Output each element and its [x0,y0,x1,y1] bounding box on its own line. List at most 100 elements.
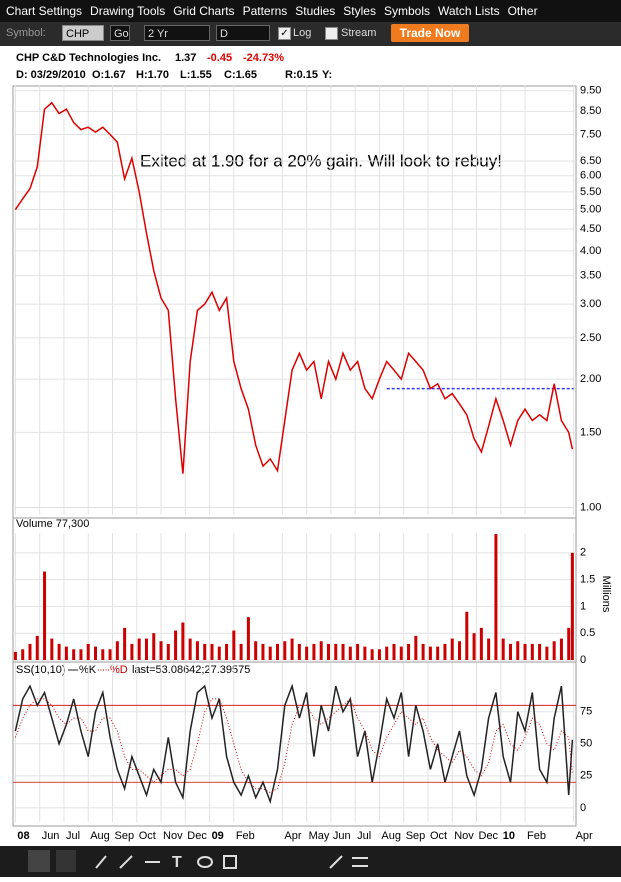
symbol-label: Symbol: [6,27,46,39]
volume-bar [225,643,229,660]
stoch-last: last=53.08642;27.39575 [132,664,250,676]
x-tick-label: Nov [163,830,183,842]
volume-bar [174,630,178,660]
open: O:1.67 [92,69,126,81]
stream-label: Stream [341,27,377,39]
volume-bar [479,627,483,660]
drawing-toolbar: T [0,846,621,877]
icon[interactable] [56,850,76,872]
menu-item[interactable]: Other [507,4,538,18]
series-line [14,101,574,474]
stream-checkbox[interactable] [325,27,338,40]
volume-bar [407,643,411,660]
last-price: 1.37 [175,52,196,64]
menu-item[interactable]: Styles [343,4,376,18]
volume-bar [523,643,527,660]
go-button[interactable]: Go [110,25,130,41]
x-tick-label: Dec [479,830,499,842]
volume-bar [567,627,571,660]
menu-item[interactable]: Patterns [242,4,288,18]
menu-item[interactable]: Symbols [383,4,430,18]
y-tick-label: 1.00 [580,501,601,513]
volume-bar [79,649,83,660]
volume-axis-label: Millions [600,576,612,613]
volume-bar [144,638,148,660]
volume-bar [545,646,549,660]
icon-ellipse[interactable] [197,856,213,868]
volume-bar [254,641,258,660]
volume-bar [559,638,563,660]
y-tick-label: 75 [580,706,592,718]
icon[interactable] [28,850,50,872]
volume-bar [123,627,127,660]
volume-bar [28,643,32,660]
y-tick-label: 5.00 [580,203,601,215]
x-tick-label: Oct [139,830,156,842]
volume-bar [203,643,207,660]
y-tick-label: 5.50 [580,186,601,198]
volume-bar [538,643,542,660]
volume-bar [86,643,90,660]
volume-bar [501,638,505,660]
volume-bar [166,643,170,660]
icon-rect[interactable] [223,855,237,869]
volume-bar [232,630,236,660]
low: L:1.55 [180,69,212,81]
y-tick-label: 7.50 [580,128,601,140]
x-tick-label: May [309,830,330,842]
volume-bar [363,646,367,660]
volume-bar [465,611,469,660]
x-tick-label: 10 [503,830,515,842]
volume-bar [436,646,440,660]
x-tick-label: Oct [430,830,447,842]
log-checkbox[interactable]: ✓ [278,27,291,40]
x-tick-label: 08 [17,830,29,842]
volume-bar [181,622,185,660]
symbol-input[interactable]: CHP [62,25,104,41]
x-tick-label: Jun [333,830,351,842]
x-tick-label: Aug [381,830,401,842]
volume-bar [283,641,287,660]
legend-d: %D [110,664,128,676]
icon-line[interactable] [119,855,133,869]
volume-bar [348,646,352,660]
y-tick-label: 6.50 [580,155,601,167]
icon-text[interactable]: T [172,854,182,871]
menu-item[interactable]: Studies [295,4,336,18]
volume-bar [297,643,301,660]
x-tick-label: 09 [212,830,224,842]
high: H:1.70 [136,69,169,81]
menu-item[interactable]: Grid Charts [173,4,235,18]
x-tick-label: Dec [187,830,207,842]
volume-bar [312,643,316,660]
period-select[interactable]: 2 Yr [144,25,210,41]
icon-line[interactable] [329,855,343,869]
volume-bar [239,643,243,660]
icon-line[interactable] [95,855,107,869]
volume-bar [13,651,17,660]
y-tick-label: 1 [580,600,586,612]
volume-bar [101,649,105,660]
range: R:0.15 [285,69,318,81]
y-tick-label: 0.5 [580,627,595,639]
volume-bar [305,646,309,660]
volume-bar [443,643,447,660]
x-tick-label: Sep [406,830,426,842]
log-label: Log [293,27,312,39]
frequency-select[interactable]: D [216,25,270,41]
volume-bar [487,638,491,660]
volume-bar [370,649,374,660]
volume-bar [159,641,163,660]
trade-button[interactable]: Trade Now [391,24,469,42]
volume-bar [217,646,221,660]
volume-bar [450,638,454,660]
volume-bar [290,638,294,660]
menu-item[interactable]: Watch Lists [438,4,500,18]
menu-item[interactable]: Drawing Tools [90,4,166,18]
toolbar: Symbol: CHP Go 2 Yr D ✓ Log Stream Trade… [0,22,621,46]
x-tick-label: Feb [527,830,546,842]
volume-bar [115,641,119,660]
volume-bar [152,633,156,660]
menu-item[interactable]: Chart Settings [6,4,83,18]
